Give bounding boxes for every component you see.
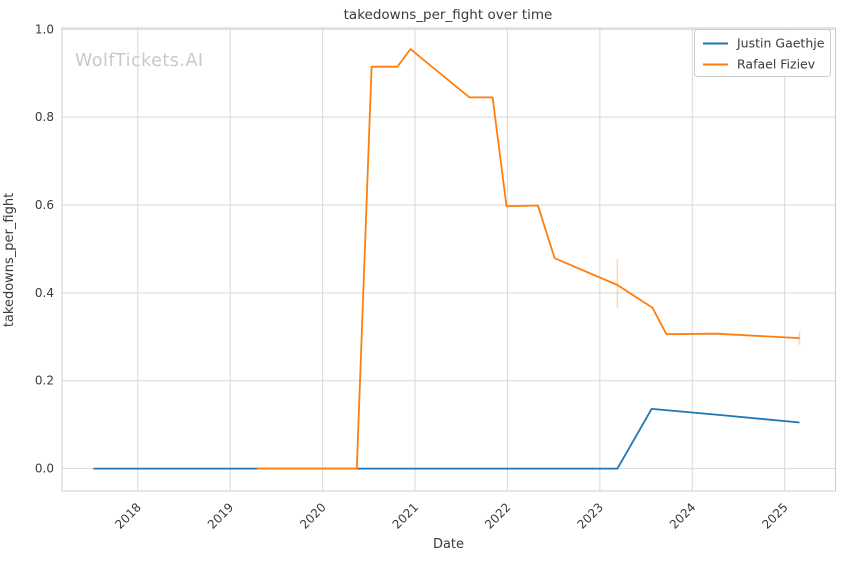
series-line-rafael-fiziev [257, 48, 800, 470]
x-tick-label: 2022 [482, 500, 513, 531]
x-tick-label: 2021 [390, 500, 421, 531]
x-tick-label: 2024 [667, 500, 698, 531]
legend-box [694, 29, 831, 77]
legend-label-rafael-fiziev: Rafael Fiziev [737, 57, 816, 72]
y-tick-label: 0.6 [35, 198, 54, 212]
x-tick-label: 2018 [112, 500, 143, 531]
x-tick-label: 2019 [205, 500, 236, 531]
x-tick-label: 2020 [297, 500, 328, 531]
x-tick-label: 2023 [574, 500, 605, 531]
watermark: WolfTickets.AI [75, 51, 204, 71]
series-layer [93, 48, 800, 470]
y-tick-label: 0.4 [35, 286, 54, 300]
plot-frame [61, 27, 836, 492]
series-line-justin-gaethje [93, 407, 800, 470]
tick-layer: 2018 2019 2020 2021 2022 2023 2024 2025 0.0 0.2 0.… [35, 22, 791, 531]
y-tick-label: 0.2 [35, 374, 54, 388]
chart-title: takedowns_per_fight over time [344, 7, 553, 23]
y-tick-label: 0.0 [35, 462, 54, 476]
y-tick-label: 1.0 [35, 22, 54, 36]
x-tick-label: 2025 [759, 500, 790, 531]
x-axis-label: Date [433, 537, 464, 552]
legend-label-justin-gaethje: Justin Gaethje [736, 36, 825, 51]
y-axis-label: takedowns_per_fight [2, 193, 17, 327]
legend: Justin Gaethje Rafael Fiziev [694, 29, 831, 77]
y-tick-label: 0.8 [35, 110, 54, 124]
grid-layer [62, 28, 836, 491]
